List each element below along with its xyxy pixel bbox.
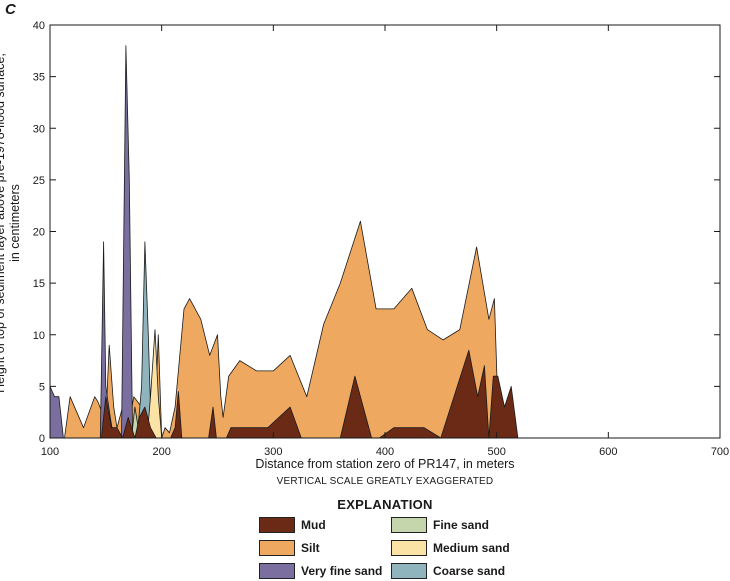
series-area-very-fine-sand xyxy=(49,45,140,439)
legend-label-mud: Mud xyxy=(301,518,326,532)
panel-letter: C xyxy=(5,1,16,18)
legend-label-silt: Silt xyxy=(301,541,320,555)
legend-item-coarse-sand: Coarse sand xyxy=(391,562,505,580)
ticks-layer: 100 200 300 400 500 600 700 0 5 10 15 20 25 30 35 40 xyxy=(33,20,729,458)
legend-swatch-medium-sand xyxy=(391,540,427,556)
x-tick-label: 100 xyxy=(41,446,59,458)
legend-item-silt: Silt xyxy=(259,539,320,557)
legend-swatch-mud xyxy=(259,517,295,533)
legend-item-medium-sand: Medium sand xyxy=(391,539,510,557)
y-tick-label: 15 xyxy=(33,278,45,290)
y-tick-label: 0 xyxy=(39,433,45,445)
x-tick-label: 400 xyxy=(376,446,394,458)
legend-label-very-fine-sand: Very fine sand xyxy=(301,564,383,578)
legend-title: EXPLANATION xyxy=(337,497,433,512)
y-tick-label: 25 xyxy=(33,175,45,187)
series-area-mud xyxy=(101,349,519,439)
x-tick-label: 300 xyxy=(264,446,282,458)
y-tick-label: 30 xyxy=(33,123,45,135)
legend-label-coarse-sand: Coarse sand xyxy=(433,564,506,578)
series-layer xyxy=(49,45,519,439)
y-tick-label: 5 xyxy=(39,381,45,393)
legend-item-fine-sand: Fine sand xyxy=(391,516,489,534)
legend-swatch-fine-sand xyxy=(391,517,427,533)
legend-item-very-fine-sand: Very fine sand xyxy=(259,562,382,580)
legend-label-medium-sand: Medium sand xyxy=(433,541,510,555)
legend-swatch-very-fine-sand xyxy=(259,563,295,579)
legend-swatch-silt xyxy=(259,540,295,556)
legend-item-mud: Mud xyxy=(259,516,326,534)
y-tick-label: 10 xyxy=(33,330,45,342)
y-tick-label: 20 xyxy=(33,227,45,239)
y-tick-label: 35 xyxy=(33,72,45,84)
x-tick-label: 700 xyxy=(711,446,729,458)
x-axis-label: Distance from station zero of PR147, in … xyxy=(255,457,515,471)
legend-swatch-coarse-sand xyxy=(391,563,427,579)
y-axis-label-line-1: Height of top of sediment layer above pr… xyxy=(0,53,7,393)
x-tick-label: 200 xyxy=(152,446,170,458)
y-tick-label: 40 xyxy=(33,20,45,32)
x-tick-label: 600 xyxy=(599,446,617,458)
legend-label-fine-sand: Fine sand xyxy=(433,518,490,532)
y-axis-label-line-2: in centimeters xyxy=(8,184,22,262)
scale-note: VERTICAL SCALE GREATLY EXAGGERATED xyxy=(276,476,494,487)
x-tick-label: 500 xyxy=(487,446,505,458)
